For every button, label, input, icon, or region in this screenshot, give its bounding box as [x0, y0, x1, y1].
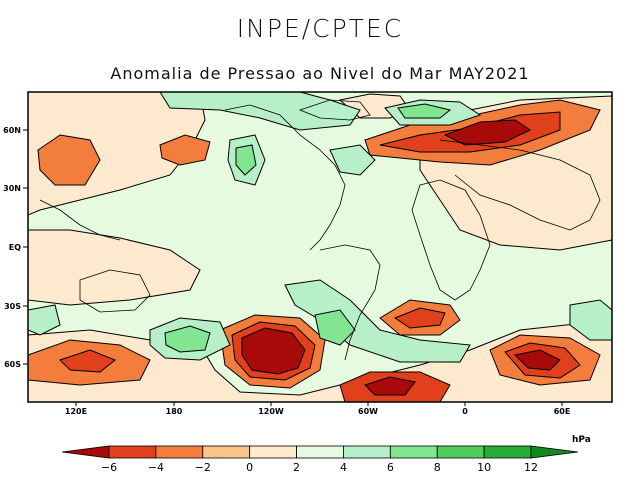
lat-label-60s: 60S	[4, 360, 21, 369]
region-greenland-pos6	[397, 103, 452, 119]
colorbar-swatch	[389, 445, 438, 459]
region-ne-america-pos	[329, 144, 376, 176]
region-n-atlantic-neg6	[443, 119, 532, 146]
lon-label-60w: 60W	[358, 407, 378, 416]
lat-label-eq: EQ	[9, 243, 21, 252]
lat-label-30s: 30S	[4, 302, 21, 311]
colorbar-unit: hPa	[572, 435, 591, 445]
colorbar-swatch	[202, 445, 251, 459]
colorbar-label: −2	[195, 461, 211, 474]
colorbar-label: −4	[148, 461, 164, 474]
colorbar-swatch	[249, 445, 297, 459]
colorbar-label: 10	[477, 461, 491, 474]
colorbar-label: −6	[101, 461, 117, 474]
region-s-atlantic-neg4	[393, 307, 446, 329]
coast-australia	[79, 269, 151, 313]
anomaly-field	[28, 92, 612, 402]
colorbar-labels: −6 −4 −2 0 2 4 6 8 10 12	[101, 461, 538, 474]
region-s-indian-neg6	[513, 349, 561, 371]
lon-label-120e: 120E	[65, 407, 87, 416]
colorbar-label: 0	[246, 461, 253, 474]
lat-label-30n: 30N	[3, 184, 21, 193]
colorbar-swatch	[296, 445, 344, 459]
colorbar-swatch	[155, 445, 204, 459]
colorbar-label: 12	[524, 461, 538, 474]
organization-title: INPE/CPTEC	[236, 14, 404, 43]
region-w-pacific-neg	[28, 229, 201, 306]
coast-north-america	[224, 104, 346, 251]
colorbar-label: 2	[293, 461, 300, 474]
lat-label-60n: 60N	[3, 126, 21, 135]
map-title: Anomalia de Pressao ao Nivel do Mar MAY2…	[110, 64, 530, 83]
region-s-pacific-pos6	[164, 325, 211, 353]
region-sw-pacific-neg4	[59, 349, 116, 373]
coast-africa	[411, 179, 491, 301]
colorbar-swatch	[108, 445, 157, 459]
region-na-west-pos6	[235, 144, 257, 176]
colorbar-swatch	[436, 445, 485, 459]
lat-axis: 60N 30N EQ 30S 60S	[3, 126, 28, 369]
lon-axis: 120E 180 120W 60W 0 60E	[65, 402, 570, 416]
coast-greenland	[298, 99, 371, 121]
region-sw-edge-pos	[28, 304, 61, 336]
region-arctic-pos4	[159, 92, 361, 131]
colorbar-label: 6	[387, 461, 394, 474]
region-s-indian-pos	[569, 299, 612, 341]
lon-label-0: 0	[462, 407, 468, 416]
colorbar-label: 8	[434, 461, 441, 474]
coast-south-america	[319, 244, 381, 361]
lon-label-180: 180	[166, 407, 183, 416]
coast-eurasia	[439, 139, 601, 231]
colorbar-swatch	[343, 445, 391, 459]
region-drake-neg6	[364, 376, 416, 396]
coastlines	[39, 99, 601, 361]
region-s-pacific-neg6	[241, 327, 306, 375]
region-s-america-pos6	[314, 309, 356, 346]
colorbar-swatch-max	[530, 445, 579, 459]
lon-label-60e: 60E	[554, 407, 571, 416]
colorbar-label: 4	[340, 461, 347, 474]
colorbar-swatch-min	[61, 445, 110, 459]
colorbar-swatches	[61, 445, 579, 459]
region-nw-pacific-low	[37, 134, 101, 186]
coast-se-asia	[39, 199, 121, 241]
colorbar-swatch	[483, 445, 532, 459]
colorbar: hPa −6 −4 −2 0 2 4 6 8 10 12	[61, 435, 591, 474]
lon-label-120w: 120W	[258, 407, 284, 416]
region-n-pacific-low	[159, 134, 211, 166]
